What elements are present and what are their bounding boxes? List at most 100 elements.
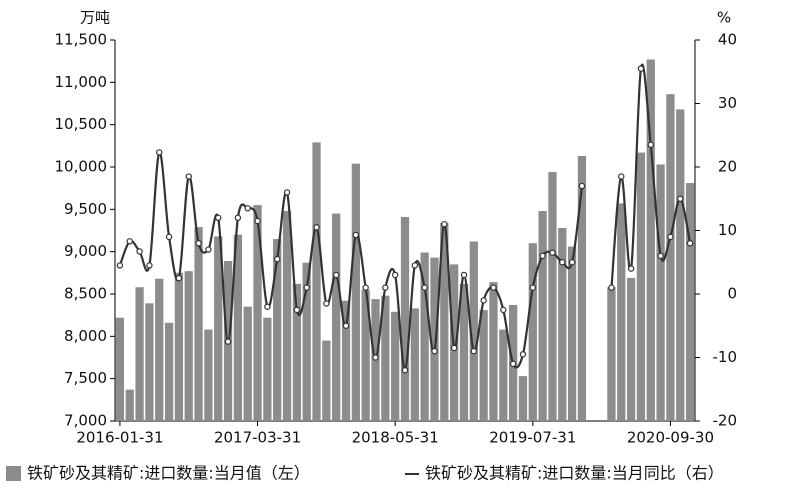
x-tick-label: 2019-07-31 <box>489 429 576 447</box>
bar <box>312 142 321 422</box>
bar <box>233 234 243 421</box>
y-tick-label: 9,000 <box>64 242 107 260</box>
bar <box>685 183 695 421</box>
line-point <box>559 259 566 266</box>
y-tick-label: 7,500 <box>64 369 107 387</box>
line <box>610 63 692 288</box>
line-point <box>224 338 232 345</box>
bar <box>577 155 587 421</box>
line-point <box>165 233 173 241</box>
bar <box>282 211 292 421</box>
bar <box>292 283 301 421</box>
bar <box>381 295 390 421</box>
bar <box>626 277 636 421</box>
line-point <box>490 284 497 291</box>
legend-label: 铁矿砂及其精矿:进口数量:当月值（左） <box>27 464 310 483</box>
bar <box>538 211 547 421</box>
line-point <box>264 303 271 310</box>
legend-label: 铁矿砂及其精矿:进口数量:当月同比（右） <box>425 464 724 483</box>
line <box>118 151 584 372</box>
y-tick-label: 11,000 <box>55 73 108 91</box>
line-point <box>568 259 576 266</box>
line-point <box>205 246 212 253</box>
bar <box>420 252 429 421</box>
y-unit: 万吨 <box>80 9 110 27</box>
bar <box>273 238 282 421</box>
bar <box>548 172 557 421</box>
line-point <box>509 360 517 368</box>
y-tick-label: 10,500 <box>55 115 108 133</box>
line-point <box>441 220 448 228</box>
line-point <box>283 189 291 196</box>
bar <box>361 289 370 421</box>
bar <box>322 340 331 421</box>
line-point <box>352 231 360 239</box>
line-point <box>362 284 369 291</box>
bar <box>391 311 400 421</box>
bar <box>184 271 193 421</box>
line-point <box>431 347 438 355</box>
y2-tick-label: 40 <box>718 31 737 49</box>
bar <box>253 205 262 421</box>
bar <box>430 257 439 421</box>
line-point <box>254 217 261 225</box>
bar <box>518 376 528 421</box>
line-point <box>519 351 527 358</box>
line-point <box>382 284 389 291</box>
y2-tick-label: 30 <box>718 94 737 112</box>
line-point <box>500 306 507 314</box>
bar <box>164 322 174 421</box>
bar <box>499 329 508 421</box>
line-point <box>627 265 635 272</box>
y-tick-label: 11,500 <box>55 31 108 49</box>
x-tick-label: 2018-05-31 <box>352 429 439 447</box>
bar <box>528 243 537 421</box>
bar <box>459 283 469 421</box>
bar <box>174 272 184 421</box>
bar <box>194 227 203 421</box>
line-point <box>136 248 143 255</box>
x-tick-label: 2017-03-31 <box>214 429 301 447</box>
bar <box>400 216 410 421</box>
line-point <box>677 195 684 202</box>
bar <box>558 227 567 421</box>
line-point <box>450 344 458 352</box>
line-point <box>647 141 654 148</box>
line-point <box>274 255 281 263</box>
line-point <box>421 284 428 291</box>
bar <box>469 241 478 421</box>
line-point <box>303 284 310 291</box>
bar <box>410 308 419 421</box>
line-point <box>234 214 242 221</box>
bar <box>479 310 488 421</box>
line-point <box>372 354 379 361</box>
bar <box>204 329 213 421</box>
x-tick-label: 2020-09-30 <box>627 429 714 447</box>
bar <box>341 300 351 421</box>
line-point <box>391 271 399 279</box>
bar <box>617 203 626 421</box>
line-point <box>608 284 615 291</box>
line-point <box>578 182 586 190</box>
line-point <box>156 149 163 156</box>
line-point <box>480 297 487 304</box>
y-tick-label: 7,000 <box>64 412 107 430</box>
line-point <box>185 173 192 180</box>
line-point <box>342 322 350 329</box>
y2-unit: % <box>717 9 731 27</box>
line-point <box>460 271 468 279</box>
y2-tick-label: -20 <box>713 412 738 430</box>
line-point <box>470 347 478 355</box>
bar <box>135 287 144 421</box>
bar <box>646 59 655 422</box>
line-point <box>332 271 340 279</box>
y2-tick-label: 10 <box>718 221 737 239</box>
line-point <box>686 239 694 247</box>
bar <box>351 163 360 421</box>
bar <box>656 164 665 421</box>
bar <box>155 278 164 421</box>
x-tick-label: 2016-01-31 <box>76 429 163 447</box>
line-point <box>146 262 153 269</box>
line-point <box>116 262 124 269</box>
